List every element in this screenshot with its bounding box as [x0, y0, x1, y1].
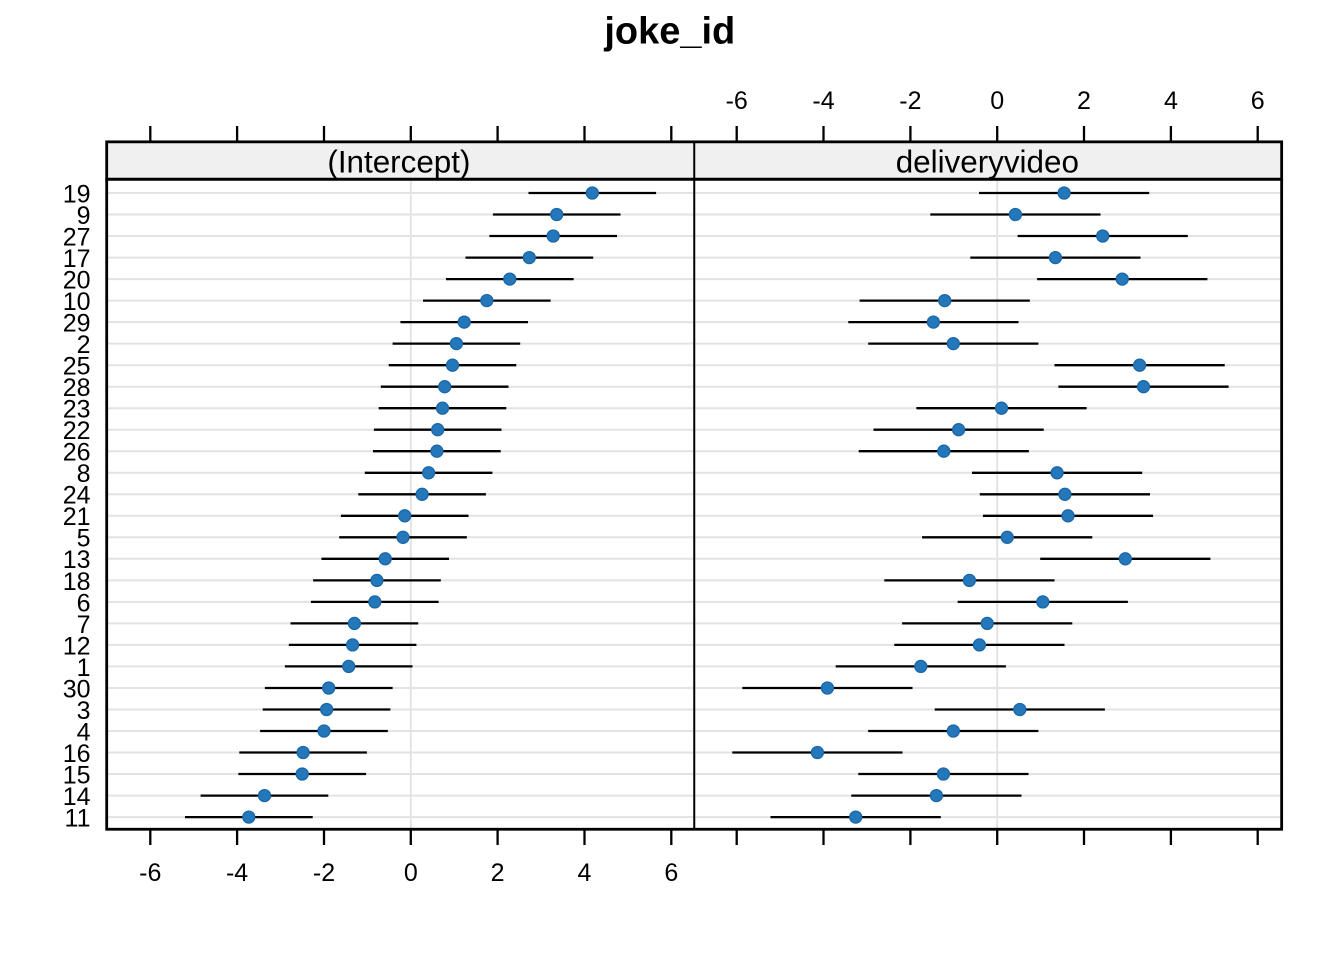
- svg-text:30: 30: [63, 675, 91, 703]
- svg-text:19: 19: [63, 180, 91, 208]
- svg-text:23: 23: [63, 396, 91, 424]
- svg-text:4: 4: [77, 718, 91, 746]
- svg-text:8: 8: [77, 460, 91, 488]
- svg-text:15: 15: [63, 761, 91, 789]
- svg-text:(Intercept): (Intercept): [327, 145, 470, 180]
- svg-text:5: 5: [77, 525, 91, 553]
- svg-text:29: 29: [63, 310, 91, 338]
- svg-text:16: 16: [63, 740, 91, 768]
- svg-text:-2: -2: [313, 859, 335, 887]
- svg-text:14: 14: [63, 783, 91, 811]
- svg-text:27: 27: [63, 223, 91, 251]
- svg-text:13: 13: [63, 546, 91, 574]
- svg-text:-4: -4: [812, 87, 834, 115]
- svg-text:joke_id: joke_id: [603, 11, 735, 53]
- svg-text:6: 6: [664, 859, 678, 887]
- svg-text:-2: -2: [899, 87, 921, 115]
- svg-text:3: 3: [77, 697, 91, 725]
- svg-text:0: 0: [404, 859, 418, 887]
- svg-text:deliveryvideo: deliveryvideo: [896, 145, 1079, 180]
- svg-text:2: 2: [1077, 87, 1091, 115]
- svg-text:28: 28: [63, 374, 91, 402]
- svg-text:10: 10: [63, 288, 91, 316]
- svg-text:-4: -4: [226, 859, 248, 887]
- svg-text:4: 4: [578, 859, 592, 887]
- svg-text:-6: -6: [139, 859, 161, 887]
- svg-text:21: 21: [63, 503, 91, 531]
- svg-text:24: 24: [63, 482, 91, 510]
- svg-text:25: 25: [63, 353, 91, 381]
- svg-text:11: 11: [65, 805, 91, 833]
- svg-text:26: 26: [63, 439, 91, 467]
- svg-text:1: 1: [77, 654, 91, 682]
- svg-text:6: 6: [1251, 87, 1265, 115]
- svg-text:2: 2: [491, 859, 505, 887]
- svg-text:2: 2: [77, 331, 91, 359]
- svg-text:20: 20: [63, 267, 91, 295]
- svg-text:7: 7: [77, 611, 91, 639]
- svg-text:18: 18: [63, 568, 91, 596]
- svg-text:22: 22: [63, 417, 91, 445]
- svg-text:4: 4: [1164, 87, 1178, 115]
- svg-text:12: 12: [63, 632, 91, 660]
- svg-text:6: 6: [77, 589, 91, 617]
- svg-text:9: 9: [77, 202, 91, 230]
- svg-text:0: 0: [990, 87, 1004, 115]
- svg-text:17: 17: [63, 245, 91, 273]
- svg-text:-6: -6: [726, 87, 748, 115]
